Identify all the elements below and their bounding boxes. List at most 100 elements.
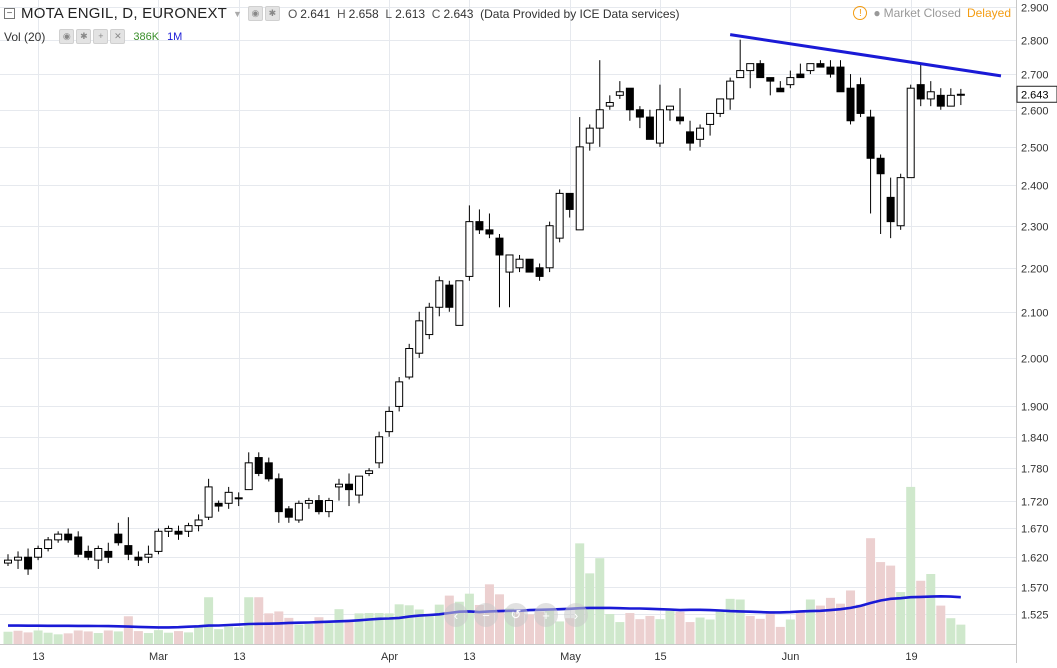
close-value: 2.643: [443, 6, 474, 21]
candle-body: [876, 157, 885, 175]
candle-body: [375, 436, 384, 464]
price-axis-label: 2.600: [1021, 106, 1049, 118]
zoom-out-button[interactable]: −: [474, 603, 498, 627]
zoom-in-button[interactable]: +: [534, 603, 558, 627]
volume-bar: [615, 622, 625, 644]
volume-bar: [103, 630, 113, 644]
eye-icon[interactable]: ◉: [247, 6, 263, 21]
reset-button[interactable]: ↺: [504, 603, 528, 627]
price-axis-label: 1.720: [1021, 497, 1049, 509]
volume-bar: [143, 633, 153, 644]
candle-body: [645, 116, 654, 140]
volume-bar: [795, 610, 805, 644]
volume-bar: [906, 486, 916, 644]
collapse-icon[interactable]: −: [4, 8, 15, 19]
candle-body: [395, 381, 404, 407]
chevron-down-icon[interactable]: ▼: [233, 8, 242, 19]
candle-body: [535, 267, 544, 277]
close-icon[interactable]: ✕: [110, 29, 126, 44]
volume-bar: [404, 605, 414, 644]
volume-bar: [73, 630, 83, 644]
volume-bar: [314, 617, 324, 644]
candle-body: [515, 258, 524, 269]
candle-body: [505, 254, 514, 273]
candle-body: [405, 348, 414, 378]
last-price-badge: [1016, 85, 1057, 103]
symbol-title[interactable]: MOTA ENGIL, D, EURONEXT: [21, 5, 228, 22]
volume-bar: [334, 609, 344, 644]
candle-body: [856, 84, 865, 114]
candle-body: [696, 127, 705, 140]
candle-body: [44, 539, 53, 549]
low-value: 2.613: [395, 6, 426, 21]
candle-body: [766, 77, 775, 82]
volume-bar: [83, 631, 93, 644]
volume-legend: Vol (20) ◉ ✱ + ✕ 386K 1M: [4, 29, 182, 44]
volume-bar: [354, 613, 364, 644]
candle-body: [154, 530, 163, 552]
settings-icon[interactable]: ✱: [264, 6, 280, 21]
candle-body: [194, 519, 203, 527]
volume-bar: [434, 604, 444, 644]
candle-body: [716, 98, 725, 114]
price-axis-label: 2.100: [1021, 308, 1049, 320]
candle-body: [625, 87, 634, 111]
volume-bar: [705, 619, 715, 644]
candle-body: [475, 221, 484, 231]
volume-bar: [665, 609, 675, 644]
candle-body: [254, 457, 263, 474]
price-axis-label: 2.000: [1021, 354, 1049, 366]
time-axis-label: 13: [233, 651, 245, 663]
price-axis-label: 2.800: [1021, 36, 1049, 48]
candle-body: [886, 196, 895, 223]
volume-bar: [866, 538, 876, 644]
volume-bar: [494, 594, 504, 644]
candle-body: [615, 91, 624, 96]
volume-bar: [625, 613, 635, 644]
candle-body: [726, 80, 735, 100]
candle-body: [836, 66, 845, 93]
volume-bar: [755, 618, 765, 644]
candle-body: [736, 70, 745, 79]
high-label: H: [337, 6, 346, 21]
candle-body: [595, 109, 604, 129]
volume-bar: [595, 558, 605, 644]
close-label: C: [431, 6, 441, 21]
candle-body: [234, 497, 243, 500]
last-price-label: 2.643: [1021, 89, 1049, 101]
volume-bar: [735, 599, 745, 644]
volume-label[interactable]: Vol (20): [4, 29, 46, 44]
volume-bar: [956, 624, 966, 644]
scroll-right-button[interactable]: ›: [564, 603, 588, 627]
candle-body: [104, 550, 113, 558]
settings-icon[interactable]: ✱: [76, 29, 92, 44]
candle-body: [14, 556, 23, 561]
status-dot-icon: ●: [873, 6, 881, 20]
scroll-left-button[interactable]: ‹: [444, 603, 468, 627]
volume-bar: [174, 631, 184, 644]
volume-bar: [695, 617, 705, 644]
candle-body: [816, 63, 825, 68]
volume-bar: [163, 632, 173, 644]
candle-body: [204, 486, 213, 518]
volume-bar: [244, 597, 254, 644]
candle-body: [114, 533, 123, 544]
candle-body: [385, 410, 394, 433]
price-axis-label: 2.300: [1021, 222, 1049, 234]
eye-icon[interactable]: ◉: [59, 29, 75, 44]
delayed-label[interactable]: Delayed: [966, 6, 1011, 20]
candle-body: [665, 105, 674, 111]
add-icon[interactable]: +: [93, 29, 109, 44]
volume-bar: [856, 604, 866, 644]
time-axis-label: 19: [905, 651, 917, 663]
warning-icon[interactable]: !: [853, 6, 868, 20]
data-provider-note: (Data Provided by ICE Data services): [480, 6, 680, 21]
volume-bar: [876, 562, 886, 644]
candle-body: [54, 533, 63, 541]
price-axis-label: 2.500: [1021, 143, 1049, 155]
volume-bar: [424, 614, 434, 644]
volume-bar: [525, 614, 535, 644]
time-axis-label: Mar: [149, 651, 168, 663]
